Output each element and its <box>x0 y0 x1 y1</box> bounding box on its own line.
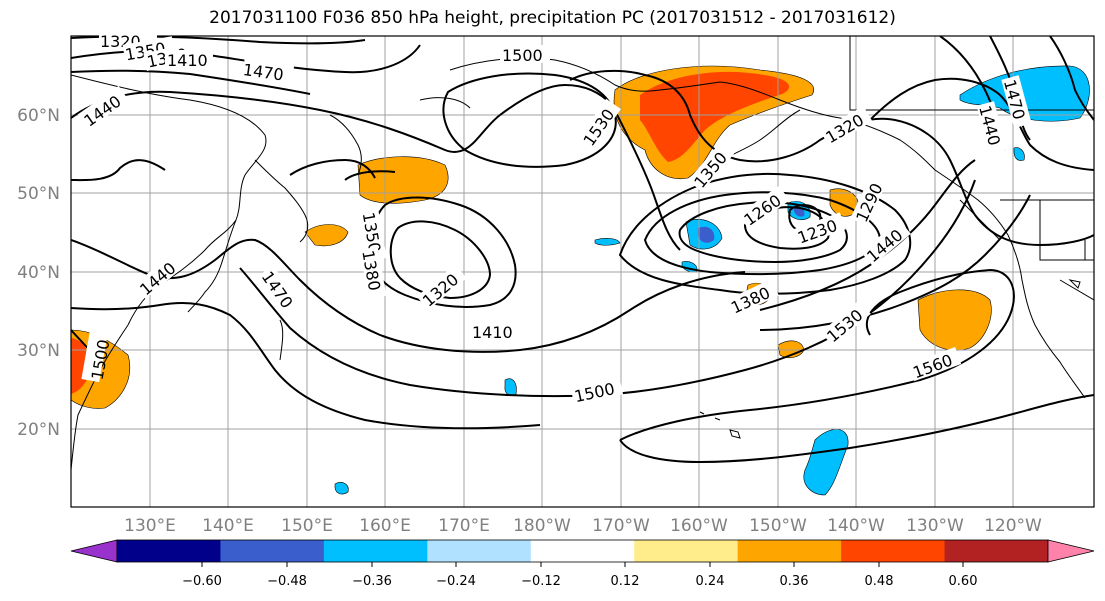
lat-label: 40°N <box>17 263 60 283</box>
colorbar-cells <box>116 539 1049 563</box>
lon-label: 170°W <box>592 516 650 536</box>
precip-positive-area <box>304 224 349 247</box>
contour-label: 1500 <box>573 379 617 406</box>
colorbar-tick-label: −0.48 <box>267 574 307 589</box>
colorbar-cell <box>117 540 221 562</box>
map-title: 2017031100 F036 850 hPa height, precipit… <box>209 8 896 28</box>
colorbar-cell <box>841 540 946 562</box>
colorbar-cell <box>634 540 739 562</box>
precip-negative-area <box>803 429 849 496</box>
map-area <box>71 36 1094 507</box>
colorbar-tick-label: −0.60 <box>182 574 222 589</box>
lat-label: 20°N <box>17 420 60 440</box>
lon-label: 140°W <box>827 516 885 536</box>
lat-label: 30°N <box>17 341 60 361</box>
gridlines <box>71 36 1094 507</box>
colorbar-tick-label: 0.36 <box>780 574 809 589</box>
colorbar-cell <box>220 540 325 562</box>
precip-strong-area <box>640 71 790 162</box>
lat-label: 60°N <box>17 106 60 126</box>
latitude-labels: 60°N 50°N 40°N 30°N 20°N <box>17 106 60 440</box>
colorbar-tick-label: −0.36 <box>352 574 392 589</box>
colorbar-tick-label: −0.12 <box>521 574 561 589</box>
colorbar-tick-label: −0.24 <box>436 574 476 589</box>
contour-label: 1560 <box>910 350 955 382</box>
colorbar-cell <box>530 540 635 562</box>
precip-negative-area <box>504 378 517 396</box>
contour-label: 1350 <box>359 211 385 254</box>
contour-label: 1470 <box>242 60 285 84</box>
contour-label: 1230 <box>795 216 840 248</box>
precip-strong-area <box>71 338 91 394</box>
colorbar-tick-label: 0.48 <box>865 574 894 589</box>
colorbar-extend-high <box>1047 539 1095 563</box>
precip-negative-area <box>334 482 349 495</box>
longitude-labels: 130°E 140°E 150°E 160°E 170°E 180°W 170°… <box>124 516 1042 536</box>
lon-label: 120°W <box>984 516 1042 536</box>
precip-negative-strong-area <box>698 226 715 243</box>
colorbar-tick-label: 0.24 <box>696 574 725 589</box>
precip-positive-area <box>357 156 449 204</box>
precip-negative-area <box>594 238 621 246</box>
contour-label: 1410 <box>167 51 208 70</box>
colorbar-cell <box>427 540 532 562</box>
lon-label: 170°E <box>438 516 490 536</box>
lon-label: 150°E <box>281 516 333 536</box>
colorbar-tick-labels: −0.60 −0.48 −0.36 −0.24 −0.12 0.12 0.24 … <box>182 574 977 589</box>
colorbar-cell <box>323 540 428 562</box>
map-frame <box>70 35 1095 508</box>
lon-label: 160°W <box>670 516 728 536</box>
lon-label: 150°W <box>749 516 807 536</box>
colorbar-extend-low <box>70 539 118 563</box>
contour-label: 1410 <box>472 323 513 342</box>
lon-label: 180°W <box>513 516 571 536</box>
colorbar-tick-label: 0.60 <box>949 574 978 589</box>
colorbar-tick-label: 0.12 <box>611 574 640 589</box>
colorbar-ticks <box>201 562 964 567</box>
lon-label: 160°E <box>359 516 411 536</box>
lon-label: 140°E <box>202 516 254 536</box>
precip-positive-area <box>917 289 992 351</box>
lon-label: 130°E <box>124 516 176 536</box>
colorbar-cell <box>944 540 1049 562</box>
lat-label: 50°N <box>17 184 60 204</box>
precip-negative-area <box>1013 147 1025 161</box>
contour-label: 1500 <box>502 46 543 65</box>
colorbar-cell <box>737 540 842 562</box>
colorbar: −0.60 −0.48 −0.36 −0.24 −0.12 0.12 0.24 … <box>70 539 1095 589</box>
lon-label: 130°W <box>906 516 964 536</box>
